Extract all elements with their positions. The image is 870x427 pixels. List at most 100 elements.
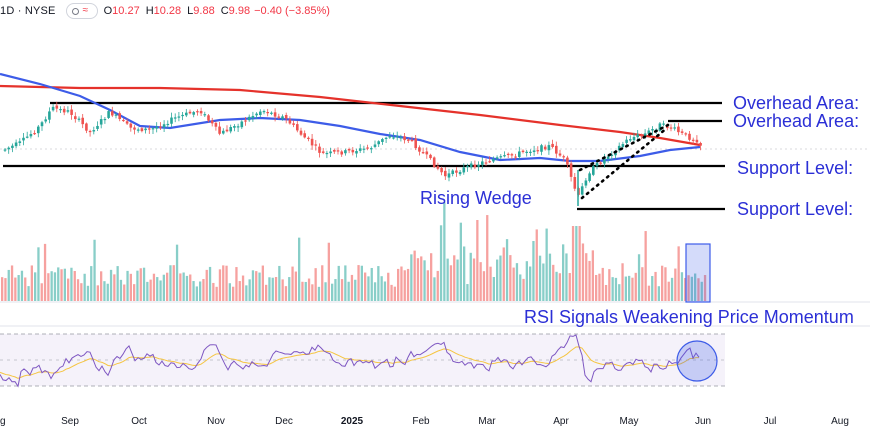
volume-bar (509, 255, 512, 301)
candle-body (236, 126, 240, 128)
volume-bar (680, 272, 684, 301)
candle-body (85, 123, 88, 131)
rsi-highlight-circle (676, 340, 718, 382)
candle-body (662, 123, 665, 125)
volume-bar (644, 231, 647, 301)
volume-bar (317, 286, 321, 301)
volume-bar (324, 282, 327, 301)
volume-bar (647, 285, 651, 301)
volume-bar (410, 254, 413, 301)
volume-bar (271, 277, 274, 301)
volume-bar (60, 269, 63, 301)
candle-body (251, 115, 255, 119)
candle-body (532, 150, 536, 153)
candle-body (621, 144, 625, 147)
volume-bar (80, 283, 83, 301)
overhead-area-label-1: Overhead Area: (733, 93, 860, 113)
candle-body (62, 108, 66, 113)
candle-body (688, 133, 691, 140)
volume-bar (364, 272, 367, 301)
candle-body (440, 168, 443, 173)
candle-body (377, 141, 380, 145)
candle-body (481, 161, 484, 165)
volume-bar (4, 278, 7, 301)
volume-bar (476, 220, 479, 301)
candle-body (155, 126, 158, 129)
volume-bar (238, 281, 241, 301)
candle-body (521, 150, 525, 153)
candle-body (185, 112, 188, 116)
candle-body (366, 147, 369, 149)
volume-bar (443, 202, 446, 301)
visibility-toggle[interactable]: ≈ (65, 3, 98, 19)
volume-bar (373, 282, 377, 301)
candle-body (296, 124, 299, 131)
volume-bar (179, 273, 182, 301)
volume-bar (192, 281, 195, 301)
candle-body (680, 131, 684, 133)
volume-bar (502, 247, 505, 301)
volume-bar (420, 256, 423, 301)
candle-body (699, 142, 702, 146)
chart-header: 1D · NYSE ≈ O 10.27 H 10.28 L 9.88 C 9.98 −0… (0, 3, 330, 19)
candle-body (162, 124, 166, 128)
volume-bar (126, 270, 129, 301)
volume-bar (552, 264, 555, 301)
volume-bar (575, 226, 578, 301)
volume-bar (522, 278, 525, 301)
volume-bar (182, 272, 185, 301)
candle-body (444, 170, 447, 177)
candle-body (266, 112, 269, 114)
candle-body (418, 147, 421, 152)
volume-bar (57, 267, 60, 301)
candle-body (588, 173, 591, 181)
x-axis-tick-label: 2025 (341, 416, 364, 427)
candle-body (484, 162, 488, 164)
support-level-label-1: Support Level: (737, 158, 854, 178)
volume-bar (281, 279, 284, 301)
volume-bar (113, 274, 116, 301)
candle-body (29, 133, 33, 137)
candle-body (691, 139, 695, 141)
candle-body (247, 116, 251, 121)
x-axis-tick-label: Oct (131, 416, 147, 427)
candle-body (307, 137, 310, 140)
volume-bar (106, 283, 109, 301)
candle-body (355, 151, 358, 154)
candle-body (188, 111, 192, 114)
volume-bar (149, 279, 152, 301)
volume-bar (496, 259, 499, 301)
volume-bar (446, 258, 449, 301)
candle-body (584, 180, 588, 186)
candle-body (70, 109, 73, 115)
candle-body (207, 115, 210, 121)
candle-body (66, 110, 70, 112)
candle-body (255, 113, 258, 116)
volume-bar (525, 261, 528, 301)
candle-body (506, 153, 510, 156)
candle-body (199, 111, 203, 114)
volume-bar (486, 215, 489, 301)
candle-body (214, 122, 218, 127)
open-value: 10.27 (112, 5, 140, 17)
candle-body (543, 146, 547, 150)
candle-body (148, 128, 151, 130)
volume-bar (449, 265, 453, 301)
rising-wedge-label: Rising Wedge (420, 188, 532, 208)
volume-bar (654, 271, 657, 301)
candle-body (384, 137, 388, 139)
candle-body (599, 162, 602, 164)
candle-body (333, 150, 336, 152)
volume-bar (598, 273, 601, 301)
candle-body (107, 111, 110, 118)
candle-body (469, 163, 473, 168)
volume-bar (542, 263, 545, 301)
volume-bar (637, 254, 641, 301)
volume-bar (27, 286, 30, 301)
volume-bar (96, 285, 99, 301)
volume-bar (159, 280, 162, 301)
x-axis-tick-label: Sep (61, 416, 79, 427)
volume-bar (416, 258, 420, 301)
x-axis-tick-label: Feb (412, 416, 430, 427)
volume-bar (690, 276, 693, 301)
